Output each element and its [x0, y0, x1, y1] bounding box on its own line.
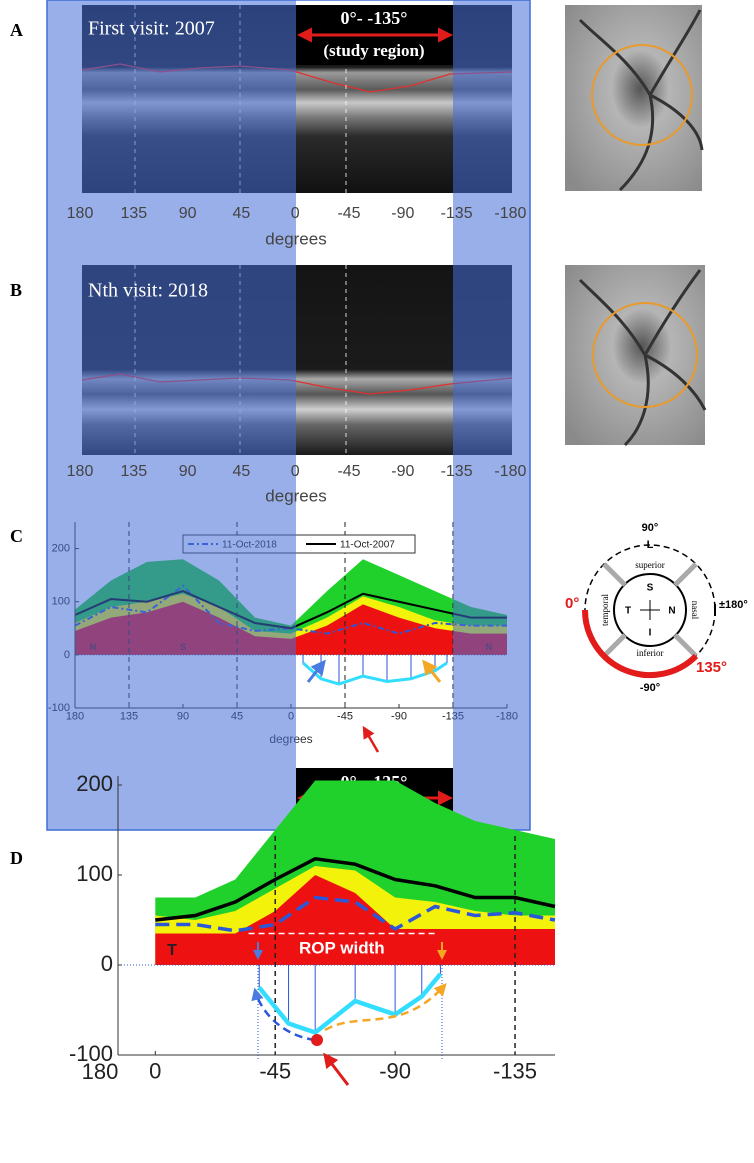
clock-start: 0° [565, 595, 579, 612]
study-range: 0°- -135° [341, 8, 408, 28]
x-tick-label: 0 [291, 463, 300, 480]
x-tick-label: -135 [441, 205, 473, 222]
panel-caption: Nth visit: 2018 [88, 280, 208, 302]
x-tick-label: -45 [337, 463, 360, 480]
study-box-top [296, 5, 453, 65]
fundus-a [565, 5, 704, 192]
series-line [74, 584, 507, 635]
overlay [46, 0, 531, 831]
x-tick-label: -135 [493, 1058, 537, 1083]
sector-label: T [167, 942, 177, 959]
clock-sector: temporal [600, 594, 610, 626]
x-axis-label: degrees [265, 486, 326, 505]
minimum-dot [311, 1034, 323, 1046]
arrow [324, 983, 447, 1032]
panel-letter: D [10, 848, 23, 868]
y-tick-label: 100 [76, 861, 113, 886]
x-tick-label: -90 [391, 463, 414, 480]
x-tick-label: -90 [391, 205, 414, 222]
clock-label: -90° [640, 682, 660, 694]
x-tick-label: 0 [149, 1058, 161, 1083]
x-tick-label: -45 [337, 711, 353, 723]
x-tick-label: 0 [291, 205, 300, 222]
series-line [155, 856, 556, 922]
x-tick-label: 135 [120, 205, 147, 222]
x-tick-label: 90 [179, 205, 197, 222]
chart-d: 200 100 0 -100 0 -45 -90 -135 180 T ROP width [69, 771, 556, 1086]
rop-curve [257, 972, 443, 1036]
clock-label: 90° [642, 522, 659, 534]
arrow [306, 659, 326, 683]
clock-sector: superior [635, 560, 665, 570]
arrow [422, 659, 442, 683]
y-tick-label: -100 [69, 1041, 113, 1066]
x-tick-label: -45 [259, 1058, 291, 1083]
arrow [362, 725, 380, 753]
x-tick-label: -135 [441, 463, 473, 480]
x-tick-label: -180 [494, 205, 526, 222]
panel-letter: A [10, 20, 23, 40]
x-tick-label: -45 [337, 205, 360, 222]
panel-caption: First visit: 2007 [88, 18, 215, 40]
x-tick-label: 180 [67, 205, 94, 222]
x-tick-label: -180 [494, 463, 526, 480]
clock-quadrant: I [649, 628, 652, 639]
y-tick-label: 200 [76, 771, 113, 796]
x-axis-label: degrees [265, 229, 326, 248]
band-area [155, 875, 555, 965]
panel-letter: C [10, 526, 23, 546]
edge-label: 180 [82, 1059, 119, 1084]
fundus-b [565, 265, 707, 447]
study-label: (study region) [323, 41, 424, 60]
x-tick-label: -90 [391, 711, 407, 723]
clock-quadrant: S [647, 583, 654, 594]
arrow [251, 987, 316, 1042]
clock-label: ±180° [719, 599, 748, 611]
clock-sector: nasal [690, 601, 700, 620]
x-tick-label: 90 [179, 463, 197, 480]
x-tick-label: 45 [233, 463, 251, 480]
y-tick-label: 0 [101, 951, 113, 976]
clock-diagram [582, 544, 716, 679]
panel-letter: B [10, 280, 22, 300]
x-tick-label: -90 [379, 1058, 411, 1083]
legend-label: 11-Oct-2007 [340, 540, 395, 551]
clock-label: L [647, 539, 654, 551]
clock-end: 135° [696, 659, 727, 676]
x-tick-label: 45 [233, 205, 251, 222]
arrow [323, 1052, 350, 1086]
series-line [155, 895, 556, 933]
x-tick-label: 135 [120, 463, 147, 480]
x-tick-label: 180 [67, 463, 94, 480]
annotation: ROP width [299, 938, 385, 957]
clock-sector: inferior [637, 648, 664, 658]
clock-quadrant: N [668, 606, 675, 617]
clock-quadrant: T [625, 606, 631, 617]
